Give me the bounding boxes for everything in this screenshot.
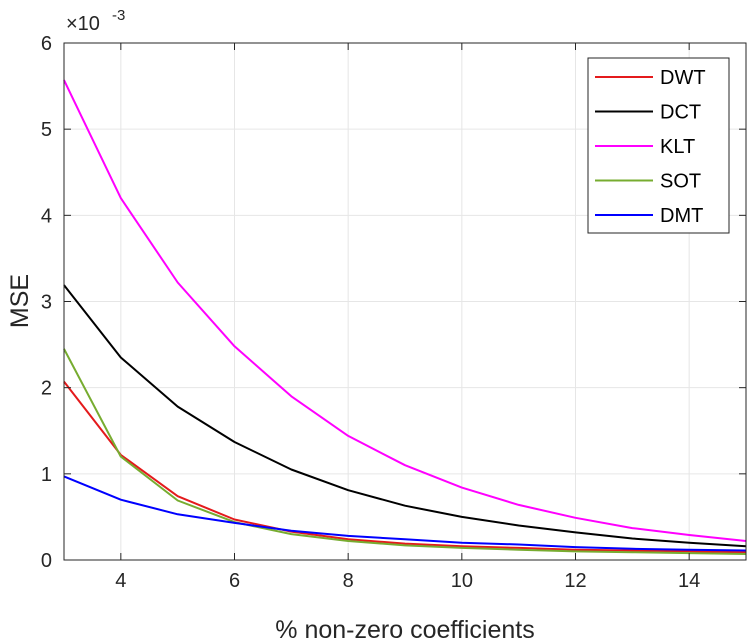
legend-label-dct: DCT xyxy=(660,102,701,124)
y-exponent-base: ×10 xyxy=(66,13,100,35)
series-line-dct xyxy=(63,284,747,548)
x-tick-label: 6 xyxy=(229,570,240,592)
tick-marks xyxy=(64,42,746,561)
y-tick-label: 3 xyxy=(41,292,52,314)
x-tick-label: 14 xyxy=(678,570,700,592)
y-tick-label: 5 xyxy=(41,119,52,141)
legend-label-dwt: DWT xyxy=(660,67,706,89)
legend-label-klt: KLT xyxy=(660,136,695,158)
series-line-dmt xyxy=(63,475,747,552)
y-tick-label: 2 xyxy=(41,378,52,400)
y-exponent-power: -3 xyxy=(112,7,125,24)
series-line-sot xyxy=(63,348,747,555)
y-axis-label: MSE xyxy=(6,274,34,328)
legend: DWT DCT KLT SOT DMT xyxy=(587,57,730,234)
x-tick-label: 8 xyxy=(343,570,354,592)
y-tick-label: 0 xyxy=(41,550,52,572)
x-axis-label: % non-zero coefficients xyxy=(275,616,534,644)
legend-label-dmt: DMT xyxy=(660,205,703,227)
legend-label-sot: SOT xyxy=(660,171,701,193)
series-line-klt xyxy=(63,79,747,542)
x-tick-label: 4 xyxy=(115,570,126,592)
y-tick-label: 4 xyxy=(41,205,52,227)
y-tick-label: 1 xyxy=(41,464,52,486)
x-tick-label: 10 xyxy=(451,570,473,592)
series-lines xyxy=(63,79,747,555)
series-line-dwt xyxy=(63,380,747,554)
x-tick-label: 12 xyxy=(564,570,586,592)
y-tick-label: 6 xyxy=(41,33,52,55)
y-tick-labels: 0 1 2 3 4 5 6 xyxy=(41,33,52,572)
y-exponent-label: ×10 -3 xyxy=(66,7,125,35)
x-tick-labels: 4 6 8 10 12 14 xyxy=(115,570,700,592)
